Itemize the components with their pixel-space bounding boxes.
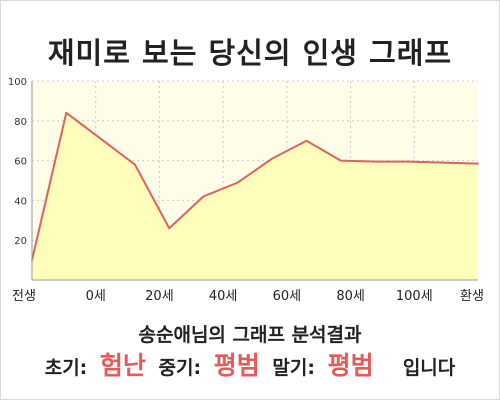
x-tick-label: 100세 [396, 289, 433, 304]
y-tick-label: 40 [14, 196, 27, 207]
result-heading: 송순애님의 그래프 분석결과 [138, 324, 362, 346]
y-tick-label: 80 [14, 117, 27, 128]
x-tick-label: 40세 [209, 289, 238, 304]
early-label: 초기: [44, 357, 88, 379]
x-tick-label: 환생 [460, 289, 484, 304]
late-label: 말기: [272, 357, 315, 379]
late-value: 평범 [327, 351, 374, 380]
data-point-4 [168, 227, 171, 230]
chart-title: 재미로 보는 당신의 인생 그래프 [47, 36, 453, 70]
data-point-11 [408, 160, 411, 163]
data-point-7 [271, 157, 273, 160]
data-point-6 [237, 181, 239, 184]
middle-value: 평범 [213, 351, 260, 380]
series-line [31, 111, 479, 261]
x-tick-label: 전생 [12, 289, 36, 304]
y-tick-label: 100 [8, 77, 27, 88]
middle-label: 중기: [158, 357, 202, 379]
y-tick-label: 20 [14, 236, 27, 247]
x-tick-label: 60세 [273, 289, 302, 304]
data-point-9 [339, 159, 342, 162]
data-point-1 [65, 112, 68, 114]
x-tick-label: 0세 [86, 289, 106, 304]
data-point-5 [202, 195, 205, 198]
result-suffix: 입니다 [402, 357, 456, 379]
x-tick-label: 80세 [336, 289, 365, 304]
data-point-2 [99, 137, 102, 140]
data-point-10 [374, 160, 376, 163]
result-summary: 초기: 험난 중기: 평범 말기: 평범 입니다 [0, 346, 500, 382]
y-tick-label: 60 [14, 157, 27, 168]
data-point-3 [134, 163, 136, 166]
data-point-8 [305, 139, 308, 142]
x-tick-label: 20세 [145, 289, 174, 304]
data-point-13 [477, 162, 479, 165]
data-point-12 [442, 161, 445, 164]
series-area [32, 112, 478, 280]
early-value: 험난 [99, 351, 146, 380]
